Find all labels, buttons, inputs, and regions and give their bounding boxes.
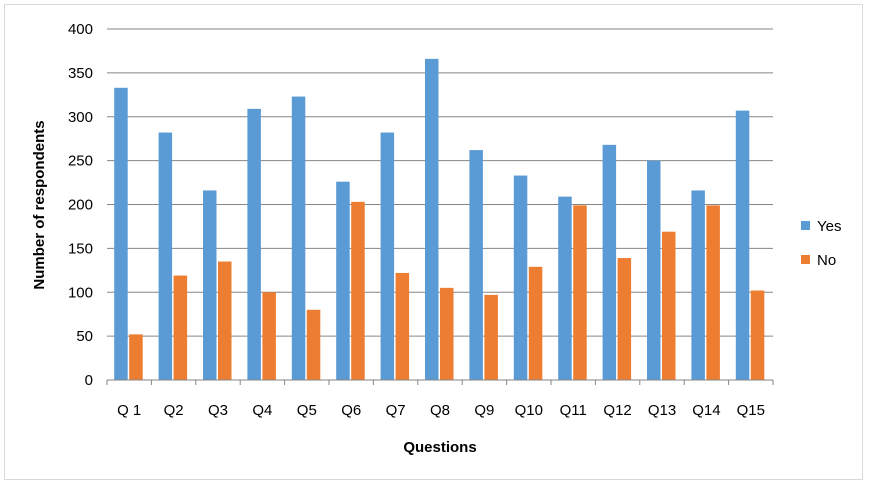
- x-tick-label: Q4: [252, 402, 272, 419]
- bar-no-q11: [573, 205, 587, 380]
- bar-yes-q11: [558, 196, 572, 380]
- bar-no-q7: [395, 272, 410, 380]
- bar-no-q1: [129, 334, 143, 380]
- bar-no-q5: [306, 309, 321, 380]
- bar-no-q12: [617, 258, 632, 380]
- bar-no-q13: [662, 231, 676, 380]
- bar-no-q14: [706, 205, 720, 380]
- bar-yes-q12: [602, 144, 617, 380]
- bar-yes-q8: [425, 58, 439, 381]
- y-axis-title: Number of respondents: [31, 120, 48, 289]
- bar-yes-q14: [691, 190, 705, 380]
- x-tick-label: Q11: [560, 402, 587, 419]
- y-tick-label: 0: [85, 372, 93, 389]
- bar-yes-q15: [735, 110, 750, 381]
- y-tick-label: 400: [68, 21, 93, 38]
- x-tick-label: Q12: [603, 402, 631, 419]
- bar-no-q2: [173, 275, 188, 380]
- x-tick-labels: Q 1 Q2 Q3 Q4 Q5 Q6 Q7 Q8 Q9 Q10 Q11 Q12 Q13 Q14 Q15: [106, 380, 774, 419]
- bar-no-q8: [440, 287, 454, 380]
- bar-yes-q2: [158, 132, 173, 380]
- bar-no-q10: [528, 266, 543, 380]
- x-tick-label: Q7: [386, 402, 406, 419]
- x-tick-label: Q2: [164, 402, 184, 419]
- x-tick-label: Q13: [648, 402, 676, 419]
- bar-yes-q13: [647, 160, 661, 380]
- legend-swatch-yes: [801, 221, 810, 230]
- y-tick-labels: 0 50 100 150 200 250 300 350 400: [68, 21, 93, 389]
- x-tick-label: Q14: [692, 402, 720, 419]
- bar-yes-q9: [469, 150, 483, 380]
- legend-swatch-no: [801, 255, 810, 264]
- x-tick-label: Q 1: [117, 402, 141, 419]
- bar-yes-q4: [247, 108, 261, 380]
- bar-yes-q5: [291, 96, 306, 380]
- bar-yes-q7: [380, 132, 395, 380]
- legend-label-no: No: [817, 252, 836, 269]
- y-tick-label: 100: [68, 284, 93, 301]
- bar-no-q15: [750, 290, 765, 380]
- x-tick-label: Q10: [515, 402, 543, 419]
- bar-yes-q10: [513, 175, 528, 380]
- bar-no-q6: [351, 201, 365, 380]
- bar-no-q4: [262, 292, 276, 380]
- x-tick-label: Q9: [474, 402, 494, 419]
- x-tick-label: Q15: [737, 402, 765, 419]
- bar-yes-q6: [336, 181, 350, 380]
- bar-no-q3: [218, 261, 232, 380]
- bar-no-q9: [484, 294, 498, 380]
- x-tick-label: Q5: [297, 402, 317, 419]
- y-tick-label: 350: [68, 65, 93, 82]
- y-tick-label: 50: [76, 328, 93, 345]
- legend-label-yes: Yes: [817, 218, 841, 235]
- x-tick-label: Q8: [430, 402, 450, 419]
- x-tick-label: Q3: [208, 402, 228, 419]
- bar-yes-q3: [203, 190, 217, 380]
- y-tick-label: 300: [68, 109, 93, 126]
- y-tick-label: 250: [68, 153, 93, 170]
- x-tick-label: Q6: [341, 402, 361, 419]
- bar-yes-q1: [114, 87, 128, 380]
- bars: [114, 58, 765, 381]
- legend: Yes No: [801, 218, 841, 269]
- y-tick-label: 150: [68, 240, 93, 257]
- x-axis-title: Questions: [403, 439, 476, 456]
- y-tick-label: 200: [68, 197, 93, 214]
